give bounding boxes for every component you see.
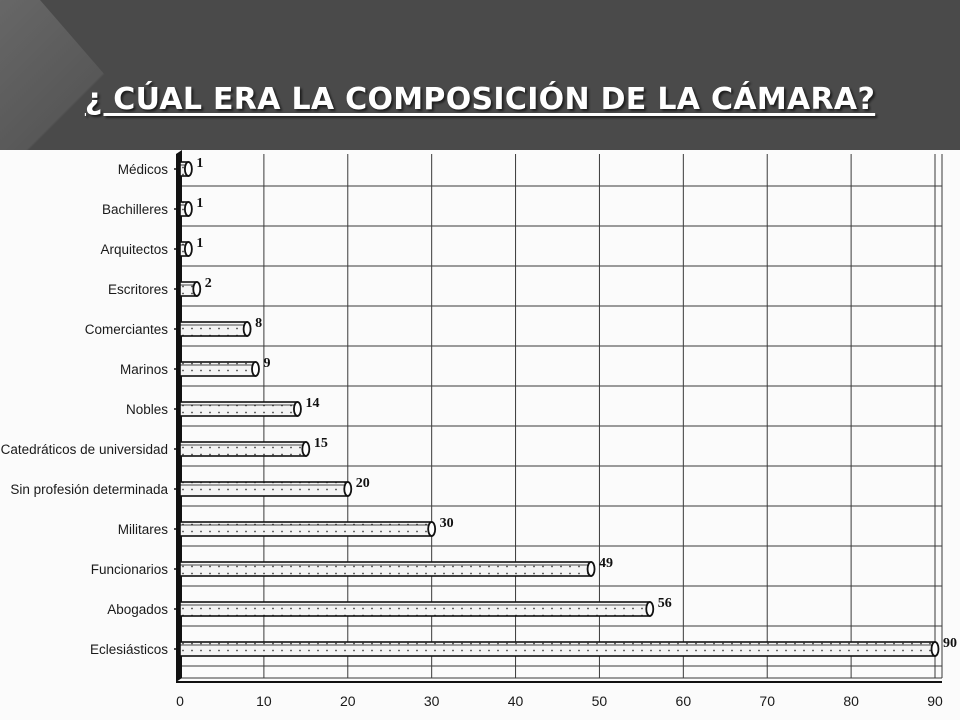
category-label: Funcionarios (91, 562, 169, 577)
x-tick-label: 50 (592, 693, 608, 709)
value-label: 90 (943, 636, 957, 651)
x-tick-label: 30 (424, 693, 440, 709)
bar (179, 441, 307, 457)
value-label: 8 (255, 316, 262, 331)
bar-end-cap (192, 281, 202, 297)
bar-end-cap (645, 601, 655, 617)
bar (179, 561, 592, 577)
x-tick-label: 70 (759, 693, 775, 709)
x-tick-label: 0 (176, 693, 184, 709)
header-corner-decoration (0, 0, 170, 150)
value-label: 1 (196, 156, 203, 171)
bar (179, 601, 651, 617)
bar (179, 521, 433, 537)
value-label: 30 (440, 516, 454, 531)
category-label: Escritores (108, 282, 168, 297)
category-label: Eclesiásticos (90, 642, 168, 657)
x-tick-label: 90 (927, 693, 943, 709)
category-label: Médicos (118, 162, 169, 177)
bar-end-cap (183, 241, 193, 257)
category-label: Marinos (120, 362, 168, 377)
slide-title: ¿ CÚAL ERA LA COMPOSICIÓN DE LA CÁMARA? (84, 82, 876, 117)
chart-area: 0 10 20 30 40 50 60 70 80 90 Médicos 1 Bachilleres 1 A… (0, 150, 960, 720)
bar-end-cap (930, 641, 940, 657)
category-label: Arquitectos (100, 242, 168, 257)
bar-end-cap (301, 441, 311, 457)
value-label: 20 (356, 476, 370, 491)
category-label: Militares (118, 522, 169, 537)
category-label: Sin profesión determinada (10, 482, 168, 497)
value-label: 9 (264, 356, 271, 371)
bar-end-cap (343, 481, 353, 497)
bar-end-cap (183, 161, 193, 177)
value-label: 15 (314, 436, 328, 451)
bar-end-cap (242, 321, 252, 337)
bar (179, 401, 299, 417)
value-label: 1 (196, 236, 203, 251)
value-label: 49 (599, 556, 613, 571)
category-label: Nobles (126, 402, 168, 417)
x-tick-label: 40 (508, 693, 524, 709)
bar-end-cap (427, 521, 437, 537)
x-tick-label: 10 (256, 693, 272, 709)
bar (179, 361, 257, 377)
bar-chart: 0 10 20 30 40 50 60 70 80 90 Médicos 1 Bachilleres 1 A… (1, 150, 957, 709)
category-label: Comerciantes (85, 322, 169, 337)
bar-end-cap (251, 361, 260, 377)
category-label: Catedráticos de universidad (1, 442, 168, 457)
x-tick-label: 80 (843, 693, 859, 709)
x-tick-label: 20 (340, 693, 356, 709)
slide-header: ¿ CÚAL ERA LA COMPOSICIÓN DE LA CÁMARA? (0, 0, 960, 150)
category-label: Bachilleres (102, 202, 168, 217)
value-label: 1 (196, 196, 203, 211)
category-label: Abogados (107, 602, 168, 617)
bar (179, 641, 936, 657)
x-tick-label: 60 (676, 693, 692, 709)
bar (179, 321, 248, 337)
bar-end-cap (183, 201, 193, 217)
value-label: 2 (205, 276, 212, 291)
value-label: 56 (658, 596, 672, 611)
bar-end-cap (293, 401, 302, 417)
value-label: 14 (305, 396, 319, 411)
bar (179, 481, 349, 497)
bar-end-cap (586, 561, 596, 577)
